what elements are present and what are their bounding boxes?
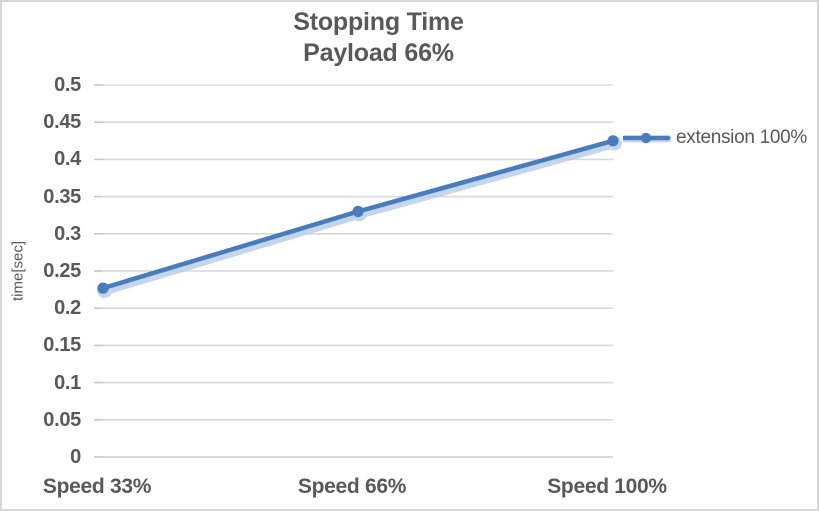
y-axis-ticks [94,84,103,458]
legend-label: extension 100% [676,127,808,148]
data-point-marker [352,205,364,218]
y-tick-label: 0.3 [54,222,81,245]
y-tick-label: 0.2 [54,297,81,320]
y-tick-label: 0.35 [43,185,81,208]
y-tick-label: 0.1 [54,371,81,394]
x-tick-label: Speed 66% [297,475,407,498]
chart-title-line1: Stopping Time [293,8,464,36]
y-tick-label: 0 [70,446,81,468]
chart-title-line2: Payload 66% [303,39,454,67]
y-tick-label: 0.5 [54,74,81,96]
legend[interactable]: extension 100% [623,127,807,149]
series-line [97,135,622,299]
data-point-marker [97,282,109,294]
chart-title: Stopping Time Payload 66% [2,7,755,69]
y-tick-label: 0.25 [43,260,81,282]
gridlines [103,84,613,458]
y-tick-label: 0.45 [43,111,81,134]
y-tick-label: 0.15 [43,334,81,357]
data-point-marker [607,135,619,147]
y-tick-label: 0.05 [43,408,81,431]
y-tick-label: 0.4 [54,148,81,171]
x-tick-label: Speed 100% [547,475,667,498]
legend-line-marker-icon [623,132,671,144]
x-tick-label: Speed 33% [42,475,152,498]
